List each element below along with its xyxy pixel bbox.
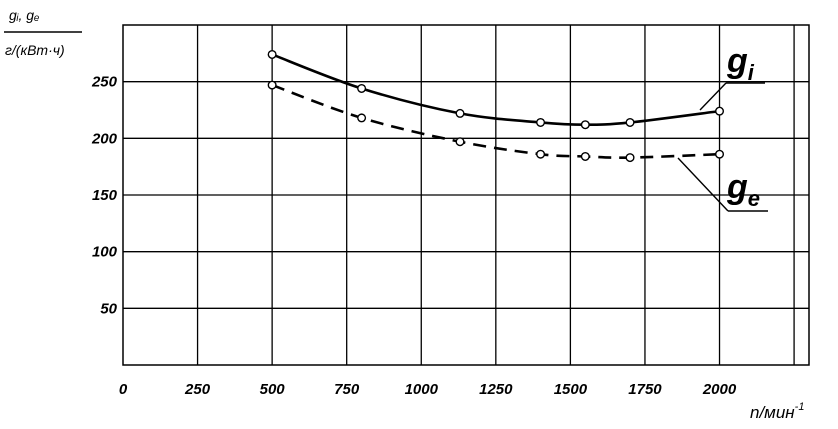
y-tick-label: 200 <box>91 130 118 147</box>
x-tick-label: 1750 <box>628 381 662 398</box>
data-point <box>357 113 367 123</box>
data-point <box>267 80 277 90</box>
x-tick-label: 1000 <box>405 381 439 398</box>
x-tick-label: 0 <box>119 381 128 398</box>
data-point <box>715 106 725 116</box>
data-point <box>625 117 635 127</box>
y-axis-label-bottom: г/(кВт·ч) <box>5 42 65 58</box>
data-point <box>455 108 465 118</box>
grid <box>123 25 809 365</box>
data-point <box>580 120 590 130</box>
y-tick-label: 250 <box>91 74 118 91</box>
label-leader-line <box>677 157 729 212</box>
data-point <box>357 83 367 93</box>
plot-frame <box>122 24 810 366</box>
data-point <box>715 149 725 159</box>
tick-labels: 0 250 500 750 1000 1250 1500 1750 2000 50 100 150 20… <box>91 74 737 398</box>
x-axis-label: n/мин-1 <box>750 401 804 422</box>
y-tick-label: 100 <box>92 244 118 261</box>
x-tick-label: 750 <box>334 381 360 398</box>
series-label-i: gi <box>699 42 765 111</box>
series-label-e: ge <box>677 157 768 212</box>
x-tick-label: 2000 <box>702 381 737 398</box>
series <box>267 49 725 163</box>
series-labels: gi ge <box>677 42 768 212</box>
x-axis-label-exponent: -1 <box>795 401 805 413</box>
series-i <box>267 49 725 130</box>
x-tick-label: 500 <box>260 381 286 398</box>
y-tick-label: 50 <box>100 300 117 317</box>
x-axis-label-text: n/мин <box>750 403 795 422</box>
data-point <box>536 117 546 127</box>
x-tick-label: 1500 <box>554 381 588 398</box>
series-label-text: ge <box>726 168 760 211</box>
data-point <box>455 137 465 147</box>
data-point <box>536 149 546 159</box>
series-label-text: gi <box>726 42 755 85</box>
label-leader-line <box>699 82 727 111</box>
data-point <box>267 49 277 59</box>
series-e <box>267 80 725 163</box>
x-tick-label: 1250 <box>479 381 513 398</box>
x-tick-label: 250 <box>184 381 211 398</box>
y-axis-label-top: gᵢ, gₑ <box>9 7 40 23</box>
data-point <box>580 151 590 161</box>
y-tick-label: 150 <box>92 187 118 204</box>
data-point <box>625 153 635 163</box>
